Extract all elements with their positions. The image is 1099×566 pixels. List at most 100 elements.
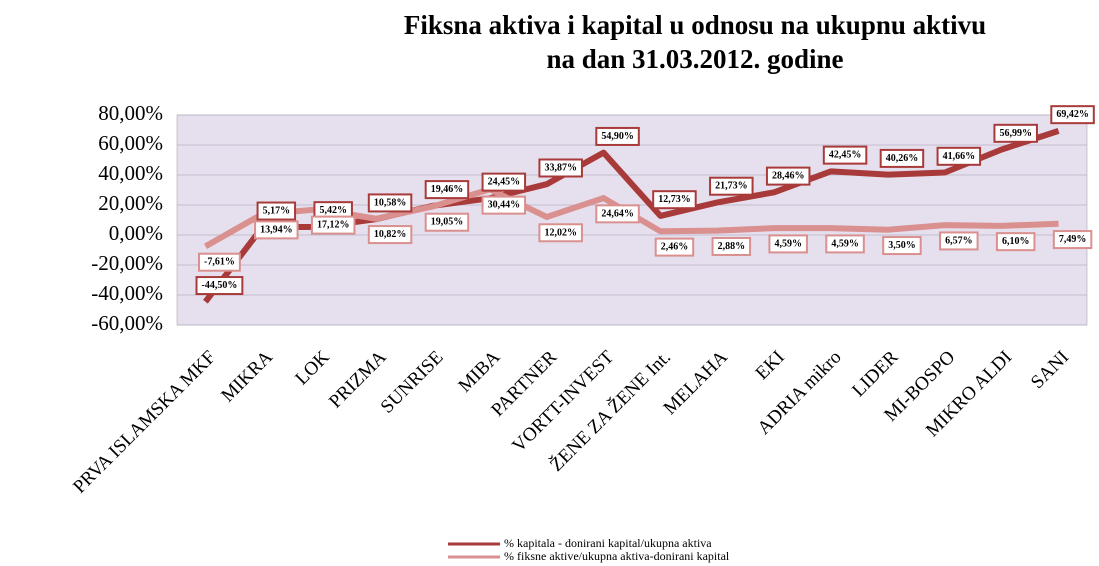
value-label-text: 19,46% <box>431 184 464 195</box>
value-label-box <box>367 193 413 213</box>
value-label-text: 28,46% <box>772 171 805 182</box>
value-label: 19,05% <box>424 212 470 232</box>
value-label: 12,73% <box>652 190 697 210</box>
value-label: 19,46% <box>424 180 470 200</box>
value-label-text: 4,59% <box>831 238 859 249</box>
value-label-text: 7,49% <box>1059 234 1087 245</box>
value-label: 40,26% <box>879 148 925 168</box>
value-label-text: 19,05% <box>431 217 464 228</box>
x-tick-label: EKI <box>752 347 789 384</box>
value-label-text: 13,94% <box>260 224 293 235</box>
value-label: 42,45% <box>822 145 868 165</box>
y-tick-label: 60,00% <box>98 131 163 155</box>
value-label-box <box>768 234 808 254</box>
value-label-box <box>711 236 752 256</box>
y-tick-label: 20,00% <box>98 191 163 215</box>
value-label-text: 41,66% <box>943 151 976 162</box>
x-tick-label: LOK <box>291 347 334 390</box>
chart-title: Fiksna aktiva i kapital u odnosu na ukup… <box>404 10 986 40</box>
value-label: 33,87% <box>538 158 583 178</box>
value-label-text: 12,73% <box>658 194 691 205</box>
value-label-box <box>256 201 297 221</box>
value-label: 41,66% <box>936 146 982 166</box>
value-label-box <box>882 236 922 256</box>
value-label: 17,12% <box>310 215 356 235</box>
value-label-box <box>709 176 754 196</box>
value-label: 2,88% <box>711 236 752 256</box>
value-label-box <box>1052 230 1093 250</box>
value-label-box <box>195 276 244 296</box>
value-label-text: 5,17% <box>263 206 291 217</box>
value-label: 4,59% <box>768 234 808 254</box>
value-label-text: 54,90% <box>601 131 634 142</box>
x-tick-label: VORTT-INVEST <box>508 346 618 456</box>
value-label-box <box>939 231 979 251</box>
value-label-box <box>995 232 1036 252</box>
value-label-box <box>595 126 640 146</box>
value-label-box <box>254 220 299 240</box>
value-label-text: 5,42% <box>319 205 347 216</box>
value-label-box <box>765 166 811 186</box>
value-label-text: 12,02% <box>544 227 577 238</box>
value-label-box <box>936 146 982 166</box>
value-label-text: 10,58% <box>374 197 407 208</box>
value-label: 7,49% <box>1052 230 1093 250</box>
value-label-text: 56,99% <box>999 128 1032 139</box>
value-label: 12,02% <box>538 223 583 243</box>
value-label-box <box>879 148 925 168</box>
value-label-box <box>825 234 865 254</box>
value-label-text: 33,87% <box>544 162 577 173</box>
legend-label: % kapitala - donirani kapital/ukupna akt… <box>504 536 712 550</box>
value-label-box <box>595 204 640 224</box>
value-label-text: 21,73% <box>715 181 748 192</box>
value-label: 56,99% <box>993 123 1038 143</box>
value-label-text: 24,45% <box>488 177 521 188</box>
value-label: 3,50% <box>882 236 922 256</box>
x-tick-label: PRVA ISLAMSKA MKF <box>69 347 220 498</box>
legend-label: % fiksne aktive/ukupna aktiva-donirani k… <box>504 549 730 563</box>
value-label-box <box>310 215 356 235</box>
value-label: 30,44% <box>481 195 527 215</box>
value-label-text: 40,26% <box>886 153 919 164</box>
y-tick-label: 0,00% <box>109 221 163 245</box>
value-label-box <box>481 172 527 192</box>
value-label-text: 2,46% <box>661 242 689 253</box>
value-label: -44,50% <box>195 276 244 296</box>
value-label-box <box>367 225 413 245</box>
y-tick-label: -40,00% <box>91 281 163 305</box>
value-label-text: -44,50% <box>202 280 238 291</box>
value-label: 2,46% <box>654 237 695 257</box>
value-label: 54,90% <box>595 126 640 146</box>
x-tick-label: MIKRA <box>217 347 277 407</box>
value-label-box <box>481 195 527 215</box>
value-label: 21,73% <box>709 176 754 196</box>
value-label-text: 10,82% <box>374 229 407 240</box>
value-label: 24,45% <box>481 172 527 192</box>
value-label-text: 24,64% <box>601 208 634 219</box>
value-label-text: 2,88% <box>718 241 746 252</box>
value-label-box <box>1050 105 1095 125</box>
value-label: 69,42% <box>1050 105 1095 125</box>
value-label-text: 69,42% <box>1056 109 1089 120</box>
x-tick-label: SUNRISE <box>377 347 448 418</box>
x-tick-label: LIDER <box>848 347 903 402</box>
x-tick-label: MIBA <box>454 347 504 397</box>
value-label: 10,82% <box>367 225 413 245</box>
value-label-text: 6,10% <box>1002 236 1030 247</box>
value-label-box <box>993 123 1038 143</box>
value-label-box <box>654 237 695 257</box>
value-label: 4,59% <box>825 234 865 254</box>
value-label: -7,61% <box>198 252 241 272</box>
value-label-box <box>424 212 470 232</box>
value-label: 6,10% <box>995 232 1036 252</box>
value-label: 5,17% <box>256 201 297 221</box>
value-label-text: -7,61% <box>204 257 235 268</box>
y-tick-label: -20,00% <box>91 251 163 275</box>
value-label: 24,64% <box>595 204 640 224</box>
value-label: 28,46% <box>765 166 811 186</box>
value-label-text: 3,50% <box>888 240 916 251</box>
value-label: 5,42% <box>313 201 353 221</box>
value-label: 13,94% <box>254 220 299 240</box>
value-label-text: 17,12% <box>317 220 350 231</box>
